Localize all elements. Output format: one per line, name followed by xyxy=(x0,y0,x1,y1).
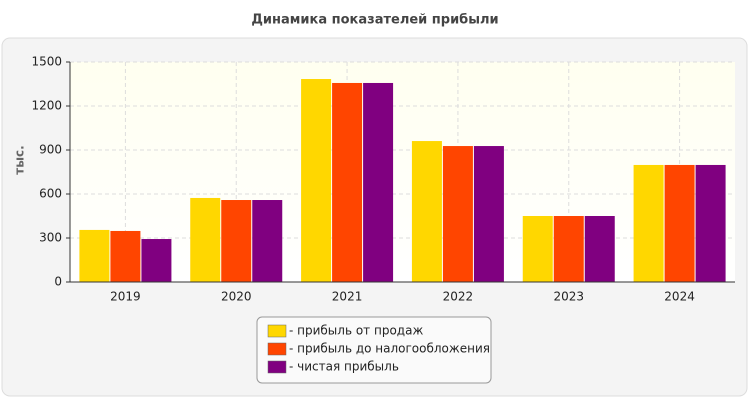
bar xyxy=(442,146,473,282)
bar xyxy=(553,216,584,282)
bar xyxy=(363,82,394,283)
bar xyxy=(633,164,664,282)
legend-label: - чистая прибыль xyxy=(289,360,399,374)
y-tick-label: 0 xyxy=(54,275,62,289)
legend-label: - прибыль от продаж xyxy=(289,324,423,338)
y-tick-label: 600 xyxy=(39,187,62,201)
bar xyxy=(221,200,252,282)
bar xyxy=(664,164,695,282)
legend-swatch xyxy=(267,342,287,356)
y-tick-label: 1200 xyxy=(31,99,62,113)
bar xyxy=(110,230,141,282)
chart-title: Динамика показателей прибыли xyxy=(251,13,498,28)
y-tick-label: 1500 xyxy=(31,55,62,69)
x-tick-label: 2024 xyxy=(664,290,695,304)
bar xyxy=(695,164,726,282)
bar xyxy=(411,141,442,282)
plot-area xyxy=(70,62,735,282)
legend-label: - прибыль до налогообложения xyxy=(289,342,490,356)
bar xyxy=(473,146,504,282)
legend xyxy=(256,316,492,384)
bar xyxy=(190,197,221,282)
y-tick-label: 300 xyxy=(39,231,62,245)
y-axis-label: тыс. xyxy=(13,145,27,174)
legend-swatch xyxy=(267,360,287,374)
x-tick-label: 2019 xyxy=(110,290,141,304)
bar xyxy=(141,239,172,282)
x-tick-label: 2021 xyxy=(332,290,363,304)
bar xyxy=(79,229,110,282)
x-tick-label: 2023 xyxy=(553,290,584,304)
bar xyxy=(332,82,363,283)
x-tick-label: 2020 xyxy=(221,290,252,304)
legend-swatch xyxy=(267,324,287,338)
bar xyxy=(252,200,283,282)
bar xyxy=(301,79,332,282)
x-tick-label: 2022 xyxy=(443,290,474,304)
y-tick-label: 900 xyxy=(39,143,62,157)
bar xyxy=(522,216,553,282)
bar xyxy=(584,216,615,282)
